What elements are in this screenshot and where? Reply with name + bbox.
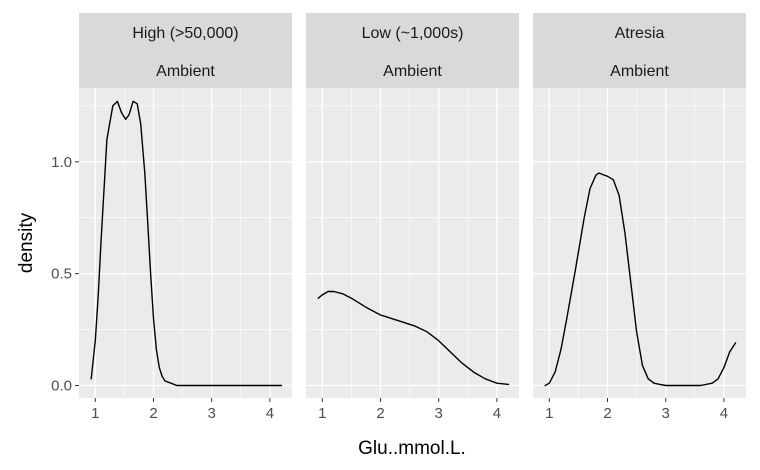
axis-layer: Glu..mmol.L. density	[16, 212, 466, 459]
x-tick-label: 3	[662, 405, 670, 422]
x-tick-label: 1	[318, 405, 326, 422]
x-tick-label: 4	[266, 405, 274, 422]
y-tick-label: 0.0	[51, 377, 72, 394]
facet-strip	[533, 13, 746, 88]
density-line	[90, 100, 283, 387]
panel-background	[79, 88, 292, 398]
x-tick-label: 3	[435, 405, 443, 422]
facet-strip-label: Atresia	[615, 25, 665, 42]
x-tick-label: 1	[91, 405, 99, 422]
facet-strip-label: High (>50,000)	[132, 25, 238, 42]
facet-strip	[79, 13, 292, 88]
panel-background	[306, 88, 519, 398]
facet-panel-3: Atresia Ambient 1 2 3 4	[533, 13, 746, 422]
x-axis-title: Glu..mmol.L.	[358, 438, 466, 459]
facet-strip	[306, 13, 519, 88]
x-tick-label: 2	[603, 405, 611, 422]
facet-strip-label: Ambient	[156, 63, 215, 80]
y-axis-title: density	[16, 212, 37, 273]
x-tick-label: 1	[545, 405, 553, 422]
facet-strip-label: Ambient	[610, 63, 669, 80]
x-tick-label: 4	[720, 405, 728, 422]
facet-panel-1: High (>50,000) Ambient 1 2 3 4	[79, 13, 292, 422]
density-line	[317, 290, 510, 386]
density-line	[544, 172, 737, 387]
x-tick-label: 4	[493, 405, 501, 422]
y-tick-label: 0.5	[51, 266, 72, 283]
x-tick-label: 3	[208, 405, 216, 422]
facet-strip-label: Ambient	[383, 63, 442, 80]
y-tick-label: 1.0	[51, 154, 72, 171]
x-tick-label: 2	[149, 405, 157, 422]
facet-panel-2: Low (~1,000s) Ambient 1 2 3 4	[306, 13, 519, 422]
x-tick-label: 2	[376, 405, 384, 422]
panels-layer: High (>50,000) Ambient 1 2 3 4 Low (~1,000s) Am…	[51, 13, 746, 422]
facet-strip-label: Low (~1,000s)	[362, 25, 464, 42]
